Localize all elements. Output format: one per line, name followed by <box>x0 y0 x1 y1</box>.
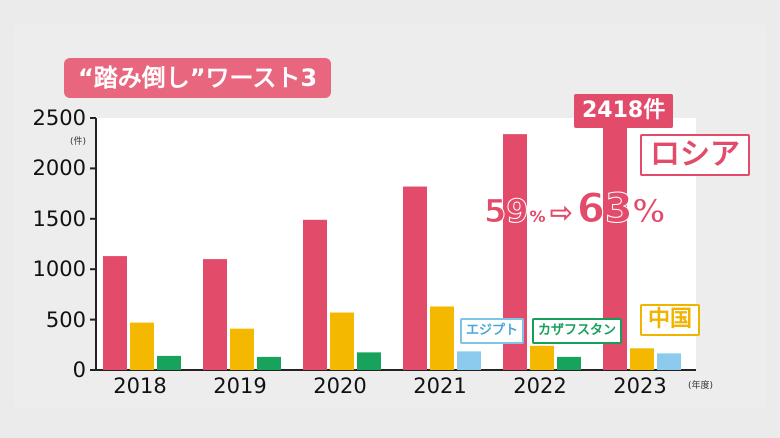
share-to-unit: % <box>632 192 665 231</box>
arrow-right-icon: ⇨ <box>549 196 574 229</box>
bar-2019-series-3 <box>257 356 281 370</box>
share-from-unit: % <box>529 207 546 226</box>
bar-2023-series-4 <box>657 353 681 370</box>
bar-2022-series-3 <box>557 356 581 370</box>
bar-2021-series-4 <box>457 351 481 370</box>
china-label: 中国 <box>640 304 701 336</box>
y-unit-label: (件) <box>70 137 87 147</box>
y-tick-label: 500 <box>45 307 86 332</box>
y-tick-label: 1500 <box>32 206 86 231</box>
x-tick-label: 2021 <box>413 374 467 398</box>
bar-2021-series-1 <box>403 186 427 370</box>
bar-2020-series-2 <box>330 312 354 370</box>
bar-2018-series-2 <box>130 322 154 370</box>
bar-2020-series-1 <box>303 219 327 370</box>
bar-2022-series-2 <box>530 345 554 370</box>
bar-2021-series-2 <box>430 306 454 370</box>
x-tick-label: 2022 <box>513 374 567 398</box>
y-tick-label: 0 <box>72 358 86 382</box>
share-change-annotation: 59 % ⇨ 63 % <box>484 186 666 234</box>
y-tick-label: 2000 <box>32 156 86 181</box>
x-tick-label: 2019 <box>213 374 267 398</box>
total-2023-label: 2418件 <box>574 94 674 128</box>
bars-group <box>103 126 681 371</box>
y-tick-label: 1000 <box>32 257 86 282</box>
egypt-label: エジプト <box>460 318 525 344</box>
x-tick-label: 2023 <box>613 374 667 398</box>
bar-2019-series-1 <box>203 259 227 370</box>
x-tick-label: 2020 <box>313 374 367 398</box>
share-from-value: 59 <box>484 192 530 231</box>
bar-2020-series-3 <box>357 352 381 370</box>
bar-2023-series-2 <box>630 348 654 370</box>
bar-2018-series-1 <box>103 256 127 370</box>
kazakhstan-label: カザフスタン <box>532 318 623 344</box>
x-tick-label: 2018 <box>113 374 167 398</box>
x-unit-label: (年度) <box>688 381 714 391</box>
chart-title: “踏み倒し”ワースト3 <box>64 58 332 98</box>
y-tick-label: 2500 <box>32 106 86 130</box>
russia-label: ロシア <box>640 134 750 176</box>
bar-2018-series-3 <box>157 355 181 370</box>
share-to-value: 63 <box>577 186 634 233</box>
bar-2019-series-2 <box>230 328 254 370</box>
